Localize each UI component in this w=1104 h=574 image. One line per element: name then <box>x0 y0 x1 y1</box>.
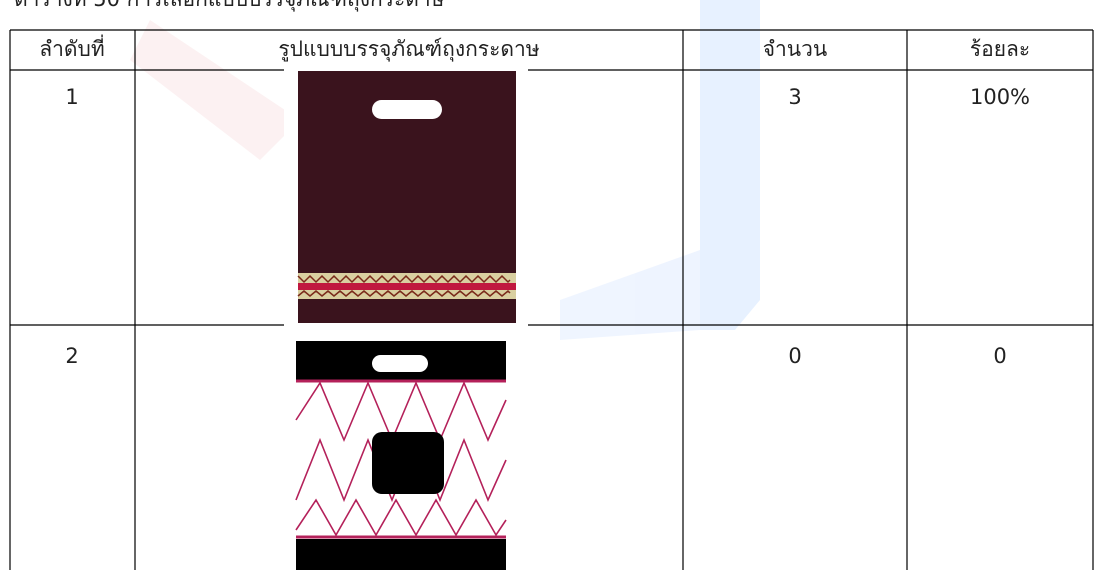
cell: 1 <box>65 85 78 109</box>
caption: ตารางที่ 50 การเลือกแบบบรรจุภัณฑ์ถุงกระด… <box>14 0 445 12</box>
cell: 2 <box>65 344 78 368</box>
watermark <box>130 0 760 340</box>
header-cell: ร้อยละ <box>970 37 1030 61</box>
header-cell: รูปแบบบรรจุภัณฑ์ถุงกระดาษ <box>278 37 539 62</box>
table-grid <box>9 29 1094 570</box>
bag-image-2 <box>281 332 521 572</box>
cell: 100% <box>970 85 1030 109</box>
bag-image-1 <box>284 64 528 332</box>
cell: 3 <box>788 85 801 109</box>
header-cell: จำนวน <box>763 37 828 61</box>
cell: 0 <box>993 344 1006 368</box>
header-cell: ลำดับที่ <box>39 34 104 61</box>
cell: 0 <box>788 344 801 368</box>
